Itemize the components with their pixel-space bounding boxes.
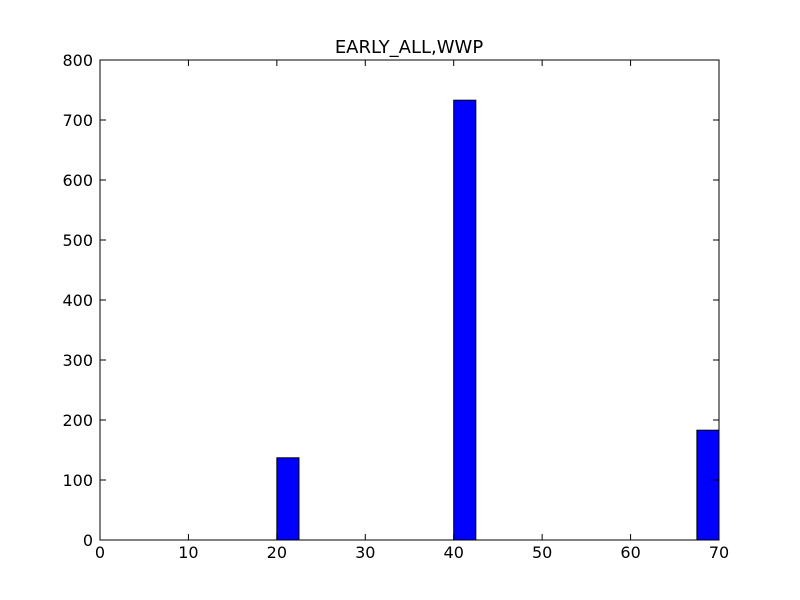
y-tick-label-7: 700 — [62, 111, 93, 130]
x-tick-label-4: 40 — [444, 543, 464, 562]
y-tick-label-6: 600 — [62, 171, 93, 190]
x-tick-label-2: 20 — [267, 543, 287, 562]
plot-area — [100, 60, 719, 540]
y-tick-labels: 0 100 200 300 400 500 600 700 800 — [62, 51, 93, 550]
x-tick-label-0: 0 — [95, 543, 105, 562]
bar-2 — [453, 99, 477, 541]
y-tick-label-0: 0 — [83, 531, 93, 550]
y-tick-label-1: 100 — [62, 471, 93, 490]
x-tick-label-3: 30 — [355, 543, 375, 562]
plot-frame — [99, 59, 720, 541]
y-tick-label-8: 800 — [62, 51, 93, 70]
bar-3 — [696, 429, 720, 541]
x-tick-label-1: 10 — [178, 543, 198, 562]
x-tick-labels: 0 10 20 30 40 50 60 70 — [95, 543, 729, 562]
bar-1 — [276, 457, 300, 541]
x-tick-label-5: 50 — [532, 543, 552, 562]
y-tick-label-2: 200 — [62, 411, 93, 430]
x-tick-label-7: 70 — [709, 543, 729, 562]
y-tick-label-5: 500 — [62, 231, 93, 250]
chart-title: EARLY_ALL,WWP — [335, 37, 484, 58]
y-tick-label-3: 300 — [62, 351, 93, 370]
x-tick-label-6: 60 — [620, 543, 640, 562]
y-tick-label-4: 400 — [62, 291, 93, 310]
